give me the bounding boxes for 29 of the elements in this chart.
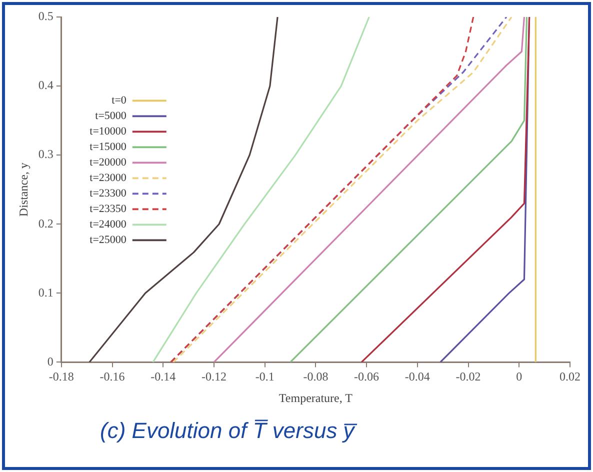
legend-label: t=23300: [90, 188, 127, 200]
legend-label: t=5000: [95, 110, 127, 122]
legend-label: t=20000: [90, 156, 127, 169]
legend-label: t=15000: [90, 141, 127, 154]
y-tick-label: 0.1: [38, 285, 54, 300]
x-tick-label: -0.08: [303, 370, 328, 384]
legend-label: t=25000: [90, 234, 127, 246]
legend-label: t=23350: [90, 203, 127, 216]
y-tick-label: 0.3: [38, 147, 54, 162]
legend-label: t=23000: [90, 172, 127, 184]
x-tick-label: -0.06: [354, 370, 380, 384]
x-tick-label: -0.14: [150, 370, 176, 384]
y-axis-title: Distance, y: [16, 162, 30, 217]
legend-label: t=10000: [90, 126, 127, 138]
y-tick-label: 0.4: [38, 78, 54, 92]
y-tick-label: 0: [47, 354, 54, 368]
x-tick-label: -0.18: [48, 370, 74, 384]
x-tick-label: -0.04: [404, 370, 430, 384]
x-axis-title: Temperature, T: [278, 390, 354, 405]
x-tick-label: 0.02: [560, 370, 580, 384]
x-tick-label: -0.1: [255, 370, 274, 384]
x-tick-label: -0.12: [201, 370, 226, 384]
y-tick-label: 0.5: [38, 9, 54, 24]
y-tick-label: 0.2: [38, 216, 54, 230]
x-tick-label: -0.16: [100, 370, 125, 384]
legend-label: t=0: [112, 94, 127, 107]
x-tick-label: -0.02: [456, 370, 481, 384]
x-tick-label: 0: [516, 370, 522, 384]
legend-label: t=24000: [90, 218, 127, 231]
